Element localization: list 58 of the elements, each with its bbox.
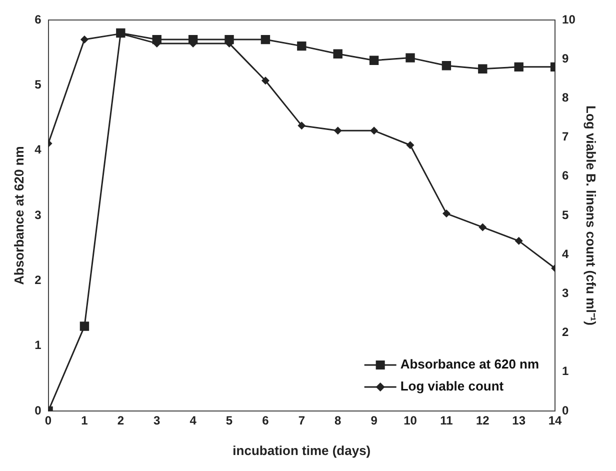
y-tick-label: 4 [34,142,42,157]
point [478,64,488,74]
point [370,126,378,135]
point [442,61,452,70]
x-tick-label: 2 [117,414,124,428]
x-tick-label: 0 [44,414,52,428]
x-tick-label: 5 [226,414,233,428]
point [261,76,270,85]
x-tick-label: 10 [404,414,418,428]
point [297,41,306,51]
y-tick-label: 0 [34,403,42,418]
y-tick-label: 1 [34,338,42,352]
x-tick-label: 3 [154,414,161,428]
y2-tick-label: 1 [562,364,570,378]
point [442,210,450,218]
y2-tick-label: 6 [562,168,570,183]
y-tick-label: 2 [34,272,42,287]
y2-axis-title: Log viable B. linens count (cfu ml⁻¹) [584,106,599,326]
x-tick-label: 12 [476,414,490,428]
x-tick-label: 7 [298,414,306,428]
x-tick-label: 4 [190,414,197,428]
point [369,56,379,65]
point [152,34,162,44]
x-tick-label: 6 [262,414,270,428]
x-tick-label: 9 [370,414,378,428]
y2-tick-label: 4 [562,246,570,261]
y2-tick-label: 3 [562,286,570,300]
y2-tick-label: 8 [562,90,570,105]
x-axis-title: incubation time (days) [232,442,371,458]
point [478,223,487,232]
point [80,36,88,44]
y2-tick-label: 10 [562,12,576,26]
x-tick-label: 8 [334,414,342,428]
x-tick-label: 14 [548,414,562,428]
point [514,236,523,245]
point [224,34,234,44]
y2-tick-label: 2 [562,325,570,340]
point [298,122,306,130]
x-tick-label: 1 [81,414,88,428]
legend-label: Absorbance at 620 nm [400,356,540,372]
y-tick-label: 5 [34,77,42,92]
y2-tick-label: 9 [562,51,570,66]
legend-label: Log viable count [400,378,504,394]
x-tick-label: 11 [440,414,454,428]
point [406,141,414,150]
y-tick-label: 6 [34,12,42,26]
y2-tick-label: 5 [562,208,570,222]
point [333,49,342,58]
point [188,34,198,44]
x-tick-label: 13 [512,414,526,428]
point [406,53,415,62]
y2-tick-label: 7 [562,130,570,144]
y-axis-title: Absorbance at 620 nm [11,146,26,285]
point [334,126,342,135]
point [514,62,524,72]
y2-tick-label: 0 [562,403,570,418]
point [260,34,270,44]
y-tick-label: 3 [34,208,42,222]
